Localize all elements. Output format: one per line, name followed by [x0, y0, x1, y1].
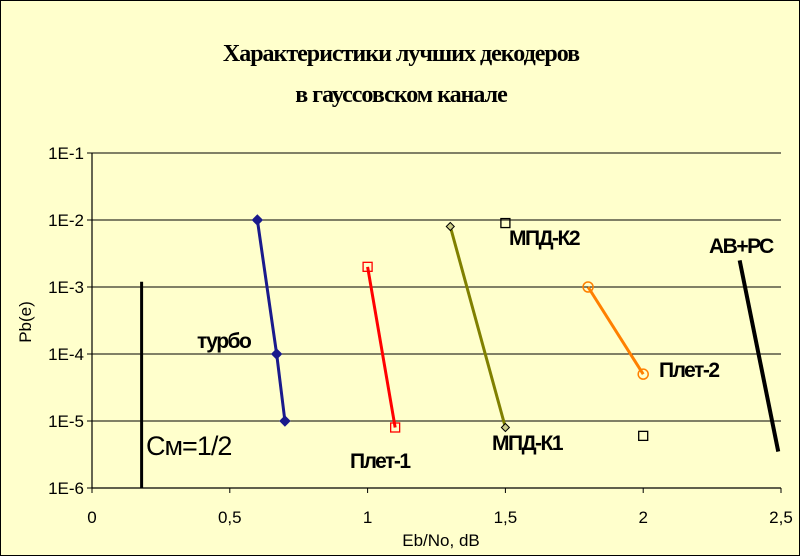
label-plet-2: Плет-2 — [659, 359, 719, 382]
series-2-point-0 — [445, 221, 455, 232]
series-1-point-1 — [390, 422, 401, 433]
y-tick-label-1: 1E-5 — [48, 412, 84, 431]
x-tick-label-1: 0,5 — [218, 508, 242, 527]
series-2-point-1 — [500, 422, 511, 433]
x-tick-label-0: 0 — [87, 508, 96, 527]
code-rate-label: Cм=1/2 — [146, 431, 231, 461]
x-axis-label: Eb/No, dB — [402, 531, 480, 550]
series-5-point-0 — [638, 430, 649, 442]
series-markers — [251, 214, 649, 442]
series-0-point-2 — [279, 415, 291, 427]
chart-title-line-1: Характеристики лучших декодеров — [223, 41, 580, 67]
x-tick-label-3: 1,5 — [494, 508, 518, 527]
label-mpd-k2: МПД-К2 — [509, 227, 580, 250]
label-turbo: турбо — [197, 330, 251, 353]
series-line-1 — [366, 266, 397, 428]
series-3-point-0 — [500, 217, 511, 229]
x-tick-label-5: 2,5 — [769, 508, 793, 527]
y-tick-label-5: 1E-1 — [48, 144, 84, 163]
series-line-0 — [255, 219, 287, 422]
label-plet-1: Плет-1 — [350, 450, 411, 473]
x-tick-label-4: 2 — [638, 508, 647, 527]
y-tick-label-2: 1E-4 — [48, 345, 84, 364]
series-4-point-0 — [582, 281, 594, 293]
label-mpd-k1: МПД-К1 — [492, 432, 564, 455]
x-tick-label-2: 1 — [363, 508, 372, 527]
y-axis-label: Pb(e) — [16, 301, 35, 343]
series-1-point-0 — [362, 261, 373, 272]
series-4-point-1 — [637, 368, 649, 380]
y-tick-label-3: 1E-3 — [48, 278, 84, 297]
series-lines — [140, 219, 781, 488]
chart-title-line-2: в гауссовском канале — [295, 82, 508, 108]
series-0-point-1 — [270, 348, 283, 360]
y-tick-label-0: 1E-6 — [48, 479, 84, 498]
axes — [87, 152, 782, 493]
series-line-4 — [586, 286, 645, 375]
label-av-rs: АВ+РС — [709, 235, 774, 258]
gridlines — [92, 152, 781, 422]
series-line-6 — [737, 259, 781, 452]
y-tick-label-4: 1E-2 — [48, 211, 84, 230]
series-0-point-0 — [251, 214, 264, 226]
tick-labels: 1E-6 1E-5 1E-4 1E-3 1E-2 1E-1 0 0,5 1 1,5 2 2,5 — [48, 144, 793, 527]
series-line-2 — [448, 226, 507, 428]
